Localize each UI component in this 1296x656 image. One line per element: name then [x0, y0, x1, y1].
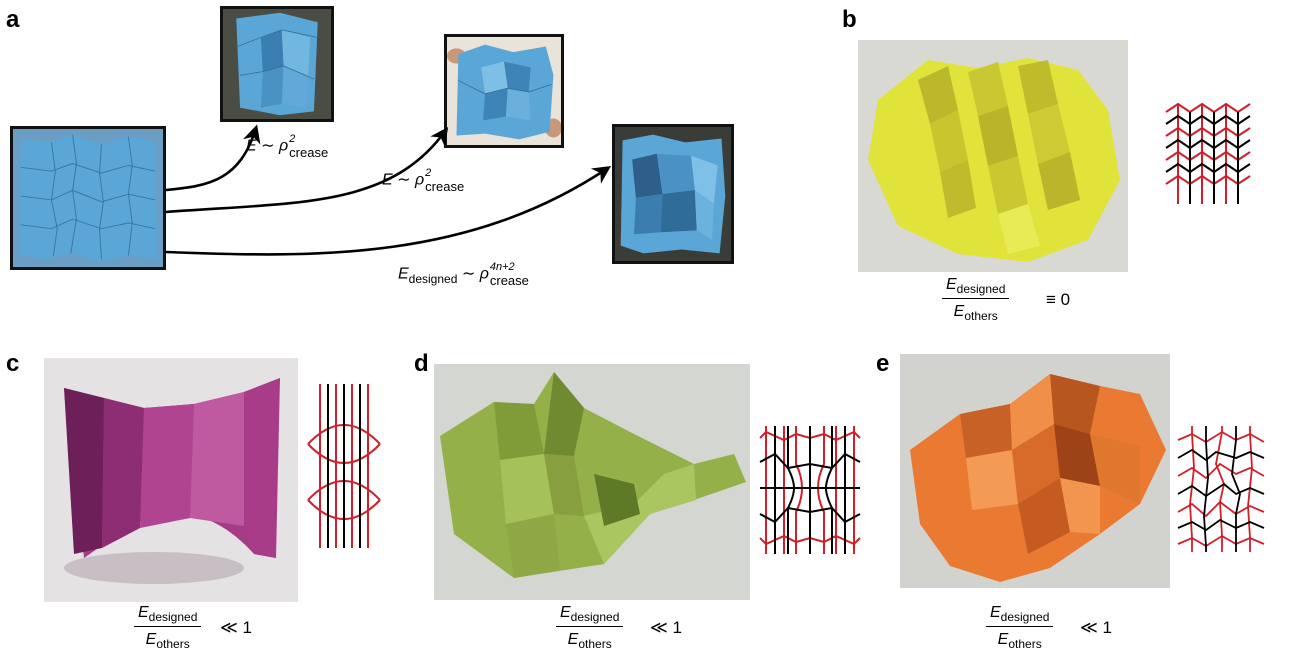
- magenta-origami-photo: [44, 358, 298, 602]
- scaling-label-1: E ∼ ρ 2 crease: [246, 133, 329, 160]
- relation-e: ≪ 1: [1080, 618, 1112, 637]
- orange-origami-photo: [900, 354, 1170, 588]
- energy-ratio-e: Edesigned Eothers: [986, 604, 1054, 651]
- orange-origami-drawing: [900, 354, 1170, 588]
- flat-sheet-drawing: [13, 129, 163, 267]
- panel-label-d: d: [414, 350, 429, 377]
- magenta-origami-drawing: [44, 358, 298, 602]
- folded-photo-1: [220, 6, 334, 122]
- panel-label-a: a: [6, 6, 20, 33]
- panel-label-e: e: [876, 350, 890, 377]
- folded-photo-2: [444, 34, 564, 148]
- panel-a-arrows: [165, 124, 612, 256]
- crease-pattern-c: [307, 384, 381, 548]
- green-origami-photo: [434, 364, 750, 600]
- crease-pattern-b: [1165, 102, 1251, 204]
- relation-b: ≡ 0: [1046, 290, 1071, 309]
- relation-c: ≪ 1: [220, 618, 252, 637]
- panel-label-b: b: [842, 6, 857, 33]
- folded-photo-3: [612, 124, 734, 264]
- folded-photo-3-drawing: [615, 127, 731, 261]
- scaling-label-3: Edesigned ∼ ρ 4n+2 crease: [398, 261, 529, 288]
- yellow-origami-photo: [858, 40, 1128, 272]
- energy-ratio-c: Edesigned Eothers: [134, 604, 202, 651]
- energy-ratio-b: Edesigned Eothers: [942, 276, 1010, 323]
- panel-label-c: c: [6, 350, 20, 377]
- relation-d: ≪ 1: [650, 618, 682, 637]
- folded-photo-2-drawing: [447, 37, 561, 145]
- crease-pattern-e: [1177, 426, 1265, 552]
- folded-photo-1-drawing: [223, 9, 331, 119]
- scaling-label-2: E ∼ ρ 2 crease: [382, 167, 465, 194]
- yellow-origami-drawing: [858, 40, 1128, 272]
- energy-ratio-d: Edesigned Eothers: [556, 604, 624, 651]
- crease-pattern-d: [759, 426, 861, 554]
- green-origami-drawing: [434, 364, 750, 600]
- flat-sheet-photo: [10, 126, 166, 270]
